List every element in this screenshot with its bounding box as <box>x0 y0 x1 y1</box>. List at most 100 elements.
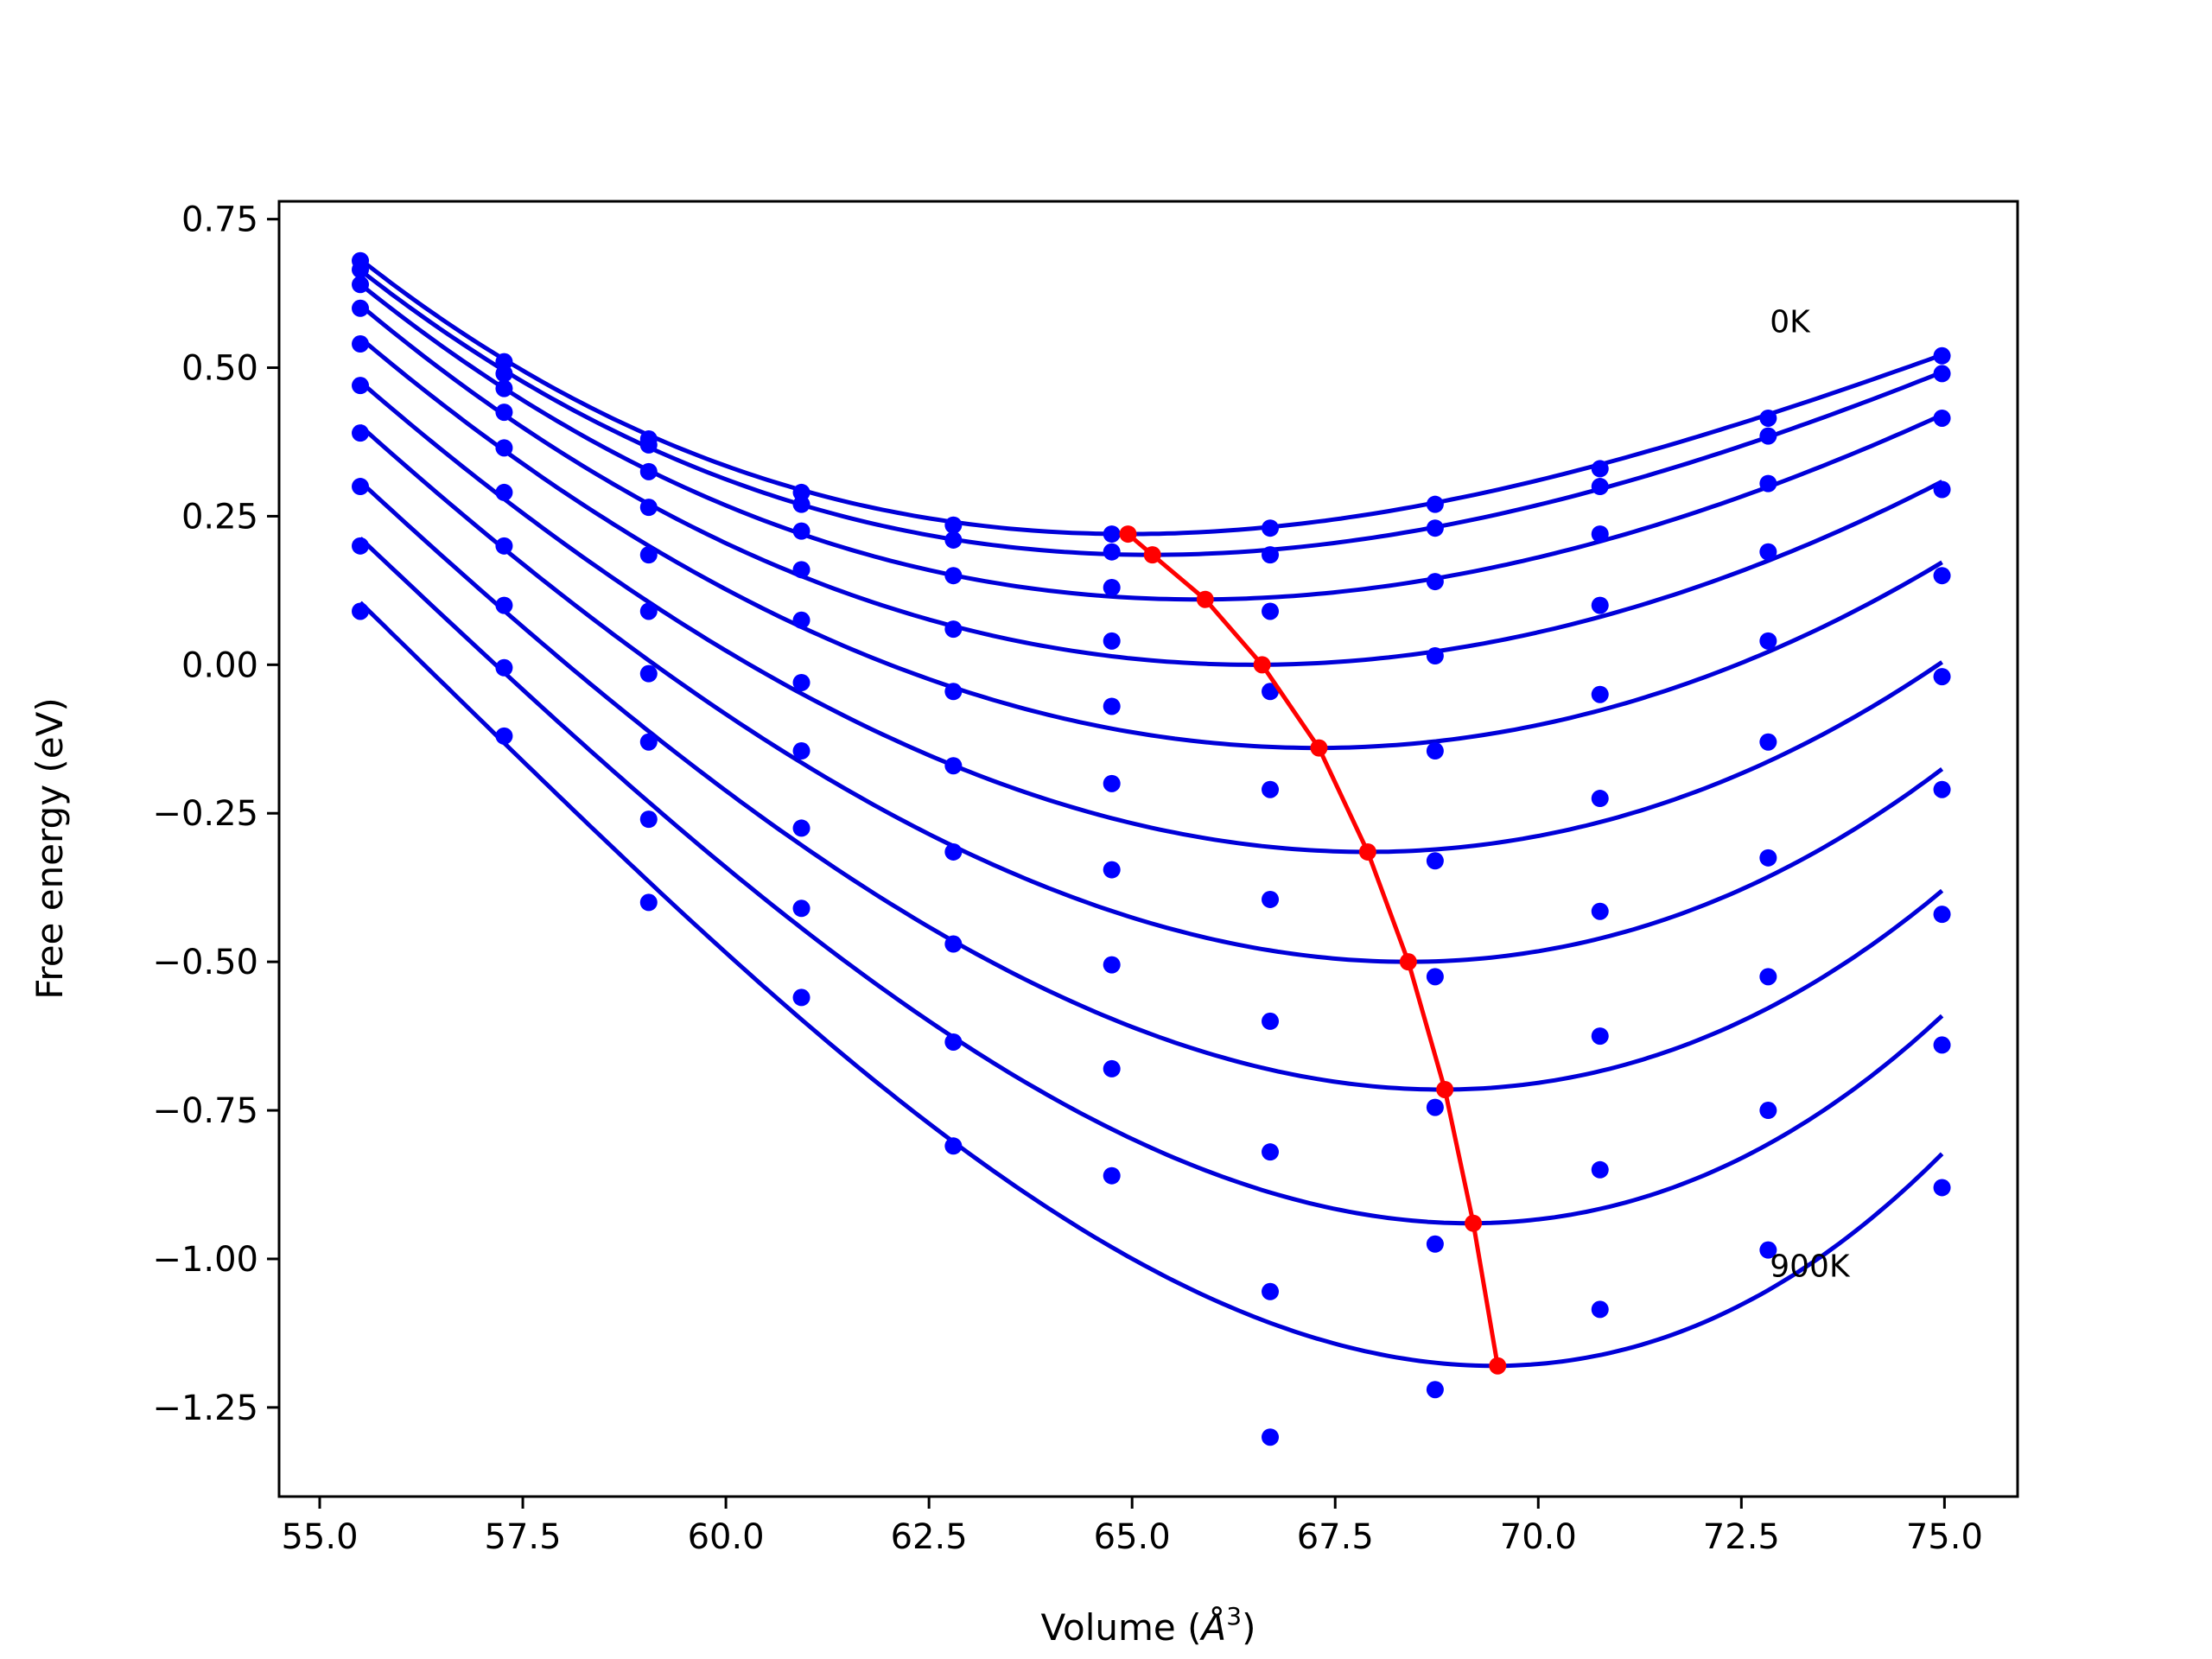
data-point <box>1426 573 1444 591</box>
data-point <box>495 596 513 614</box>
data-point <box>792 522 810 540</box>
data-point <box>792 611 810 629</box>
data-point <box>1591 478 1609 496</box>
data-point <box>1591 1027 1609 1046</box>
data-point <box>1591 790 1609 808</box>
data-point <box>792 561 810 579</box>
data-point <box>792 742 810 760</box>
minimum-point <box>1358 842 1376 861</box>
data-point <box>1759 733 1777 751</box>
data-point <box>1262 780 1280 798</box>
data-point <box>495 439 513 457</box>
y-axis-label: Free energy (eV) <box>29 697 71 1000</box>
data-point <box>495 727 513 745</box>
data-point <box>1103 525 1121 543</box>
data-point <box>639 733 658 751</box>
data-point <box>1591 685 1609 703</box>
data-point <box>944 935 963 953</box>
data-point <box>1933 346 1951 365</box>
data-point <box>1103 1166 1121 1185</box>
data-point <box>1426 647 1444 665</box>
data-point <box>1933 409 1951 427</box>
minimum-point <box>1310 739 1328 757</box>
minimum-point <box>1119 525 1137 543</box>
y-tick-label: −0.75 <box>152 1091 258 1131</box>
data-point <box>1759 1241 1777 1259</box>
minimum-path <box>1126 532 1500 1367</box>
data-point <box>495 404 513 422</box>
data-point <box>1103 543 1121 561</box>
data-point <box>1933 780 1951 798</box>
data-point <box>352 377 370 395</box>
x-tick-label: 60.0 <box>688 1517 765 1557</box>
data-point <box>1262 602 1280 620</box>
data-point <box>944 516 963 534</box>
data-point <box>352 537 370 555</box>
x-tick-label: 70.0 <box>1500 1517 1577 1557</box>
x-tick-label: 55.0 <box>281 1517 358 1557</box>
data-point <box>1426 495 1444 513</box>
fit-curve <box>359 379 1943 855</box>
data-point <box>352 261 370 279</box>
data-point <box>792 483 810 501</box>
minimum-point <box>1399 953 1417 971</box>
data-point <box>1262 546 1280 564</box>
data-point <box>1103 861 1121 879</box>
data-point <box>1933 1179 1951 1197</box>
data-point <box>495 483 513 501</box>
data-point <box>1933 1036 1951 1054</box>
minimum-line <box>1119 525 1507 1375</box>
data-point <box>1103 632 1121 650</box>
y-tick-label: 0.25 <box>181 497 258 537</box>
data-point <box>1933 480 1951 499</box>
minimum-point <box>1436 1080 1454 1098</box>
data-point <box>495 658 513 677</box>
data-point <box>1933 365 1951 383</box>
data-point <box>352 602 370 620</box>
data-point <box>1759 1102 1777 1120</box>
fit-curve <box>359 303 1943 667</box>
data-point <box>1426 968 1444 986</box>
fit-curve <box>359 257 1943 537</box>
plot-frame <box>277 200 2019 1498</box>
data-point <box>639 462 658 480</box>
data-point <box>639 499 658 517</box>
minimum-point <box>1253 656 1271 674</box>
data-point <box>1426 852 1444 870</box>
fit-curves <box>359 257 1944 1369</box>
y-tick-label: 0.00 <box>181 645 258 685</box>
data-point <box>944 757 963 775</box>
data-point <box>1262 1143 1280 1161</box>
fit-curve <box>359 537 1944 1226</box>
data-point <box>1759 632 1777 650</box>
x-tick-label: 67.5 <box>1297 1517 1374 1557</box>
x-tick-label: 65.0 <box>1094 1517 1171 1557</box>
data-point <box>1426 1098 1444 1116</box>
data-point <box>1103 578 1121 596</box>
data-point <box>1933 668 1951 686</box>
data-point <box>1591 596 1609 614</box>
y-axis-ticks: 0.75 0.50 0.25 0.00 −0.25 −0.50 −0.75 −1.00 −1.2… <box>152 200 279 1428</box>
data-point <box>1426 1235 1444 1253</box>
y-tick-label: −0.50 <box>152 943 258 982</box>
data-point <box>495 353 513 371</box>
data-point <box>1759 474 1777 493</box>
y-tick-label: 0.75 <box>181 200 258 240</box>
data-point <box>1262 1282 1280 1300</box>
data-point <box>1933 567 1951 585</box>
annotations: 0K 900K <box>1770 304 1851 1284</box>
x-tick-label: 75.0 <box>1906 1517 1983 1557</box>
data-point <box>1759 427 1777 445</box>
data-point <box>944 1033 963 1051</box>
data-point <box>1591 1160 1609 1179</box>
data-point <box>1262 683 1280 701</box>
data-point <box>1103 956 1121 974</box>
data-point <box>495 365 513 383</box>
minimum-point <box>1465 1214 1483 1232</box>
data-point <box>639 664 658 683</box>
data-point <box>792 819 810 837</box>
temperature-annotation: 900K <box>1770 1249 1851 1285</box>
data-point <box>639 810 658 829</box>
data-point <box>639 602 658 620</box>
